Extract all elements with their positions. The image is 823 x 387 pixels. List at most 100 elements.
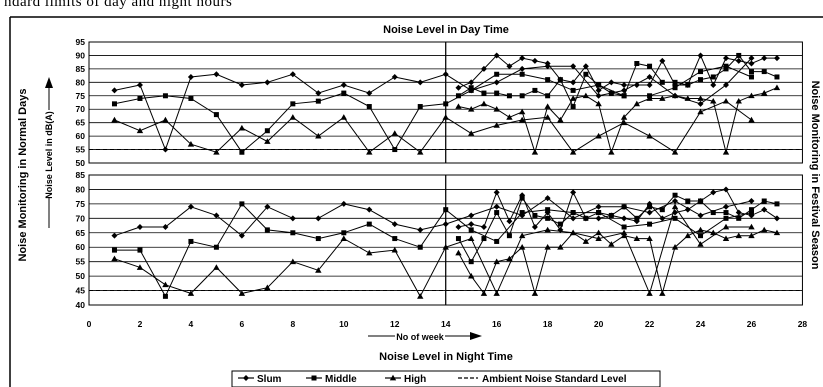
- data-point-slum: [557, 226, 564, 233]
- data-point-middle: [621, 224, 627, 230]
- data-point-high: [493, 290, 500, 296]
- data-point-slum: [621, 215, 628, 222]
- data-point-slum: [340, 82, 347, 89]
- data-point-high: [697, 108, 704, 115]
- data-point-high: [391, 246, 398, 253]
- y-tick-label: 45: [76, 286, 86, 296]
- series-line-high: [114, 205, 752, 298]
- data-point-slum: [697, 100, 704, 107]
- data-point-high: [213, 149, 220, 155]
- data-point-high: [646, 290, 653, 296]
- y-tick-label: 75: [76, 91, 86, 101]
- x-tick-label: 24: [696, 319, 706, 329]
- data-point-high: [366, 249, 373, 256]
- data-point-slum: [621, 82, 628, 89]
- data-point-high: [187, 140, 195, 147]
- data-point-middle: [264, 227, 270, 233]
- data-point-slum: [162, 146, 169, 153]
- data-point-slum: [391, 221, 398, 228]
- data-point-middle: [519, 71, 525, 77]
- figure-caption: ndard limits of day and night hours: [4, 0, 233, 10]
- data-point-slum: [480, 224, 487, 230]
- legend-swatch-marker: [243, 375, 249, 381]
- data-point-high: [340, 235, 347, 241]
- data-point-slum: [264, 203, 271, 210]
- y-tick-label: 50: [76, 158, 86, 168]
- data-point-middle: [392, 147, 398, 153]
- data-point-middle: [506, 93, 512, 99]
- data-point-slum: [595, 203, 602, 210]
- data-point-middle: [672, 192, 678, 198]
- x-axis-ticks: 0 2 4 6 8 10 12 14 16 18 20 22 24 26 28: [87, 319, 808, 329]
- x-tick-label: 16: [492, 319, 502, 329]
- data-point-high: [544, 226, 551, 233]
- data-point-middle: [494, 238, 500, 244]
- data-point-slum: [697, 52, 704, 59]
- data-point-high: [722, 97, 730, 104]
- data-point-slum: [213, 71, 220, 78]
- data-point-slum: [315, 215, 322, 222]
- data-point-middle: [570, 87, 576, 93]
- data-point-slum: [493, 189, 500, 196]
- data-point-slum: [162, 224, 169, 230]
- y-tick-label: 65: [76, 228, 86, 238]
- data-point-high: [531, 149, 539, 155]
- data-point-slum: [366, 206, 373, 213]
- title-night-time: Noise Level in Night Time: [379, 351, 513, 363]
- data-point-high: [620, 114, 628, 120]
- x-tick-label: 28: [798, 319, 808, 329]
- data-point-slum: [493, 52, 500, 59]
- data-point-middle: [621, 204, 627, 210]
- title-day-time: Noise Level in Day Time: [383, 24, 509, 36]
- data-point-slum: [697, 212, 704, 219]
- data-point-slum: [595, 87, 602, 94]
- data-point-middle: [341, 90, 347, 96]
- data-point-slum: [761, 206, 768, 213]
- data-point-middle: [315, 98, 321, 104]
- data-point-high: [340, 114, 347, 120]
- data-point-high: [646, 95, 653, 101]
- data-point-high: [136, 127, 144, 134]
- data-point-high: [315, 132, 322, 139]
- data-point-slum: [366, 90, 373, 97]
- x-tick-label: 10: [339, 319, 349, 329]
- data-point-middle: [494, 90, 500, 96]
- data-point-high: [722, 149, 730, 155]
- data-point-middle: [634, 215, 640, 221]
- x-tick-label: 26: [747, 319, 757, 329]
- series-line-slum: [114, 197, 752, 237]
- y-tick-label: 65: [76, 118, 86, 128]
- data-point-middle: [710, 74, 716, 80]
- data-point-middle: [608, 212, 614, 218]
- data-point-slum: [723, 186, 729, 193]
- data-point-high: [608, 241, 615, 247]
- data-point-middle: [647, 63, 653, 69]
- data-point-slum: [633, 82, 640, 89]
- data-point-middle: [698, 233, 704, 239]
- data-point-slum: [748, 60, 755, 67]
- y-tick-label: 60: [76, 131, 86, 141]
- panel-night-festival: [445, 174, 803, 306]
- data-point-slum: [544, 60, 551, 67]
- data-point-middle: [494, 71, 500, 77]
- data-point-high: [187, 290, 195, 296]
- data-point-middle: [570, 210, 576, 216]
- data-point-high: [710, 97, 717, 104]
- data-point-middle: [366, 104, 372, 110]
- data-point-middle: [188, 95, 194, 101]
- data-point-slum: [672, 198, 679, 204]
- data-point-middle: [608, 90, 614, 96]
- right-outer-label: Noise Monitoring in Festival Season: [809, 81, 821, 270]
- data-point-slum: [531, 57, 538, 64]
- data-point-slum: [646, 82, 653, 89]
- data-point-high: [735, 97, 742, 104]
- data-point-high: [468, 272, 475, 279]
- data-point-middle: [213, 244, 219, 250]
- data-point-slum: [544, 195, 551, 202]
- data-point-middle: [723, 66, 729, 72]
- x-tick-label: 18: [543, 319, 553, 329]
- data-point-high: [569, 95, 577, 101]
- data-point-high: [710, 229, 717, 236]
